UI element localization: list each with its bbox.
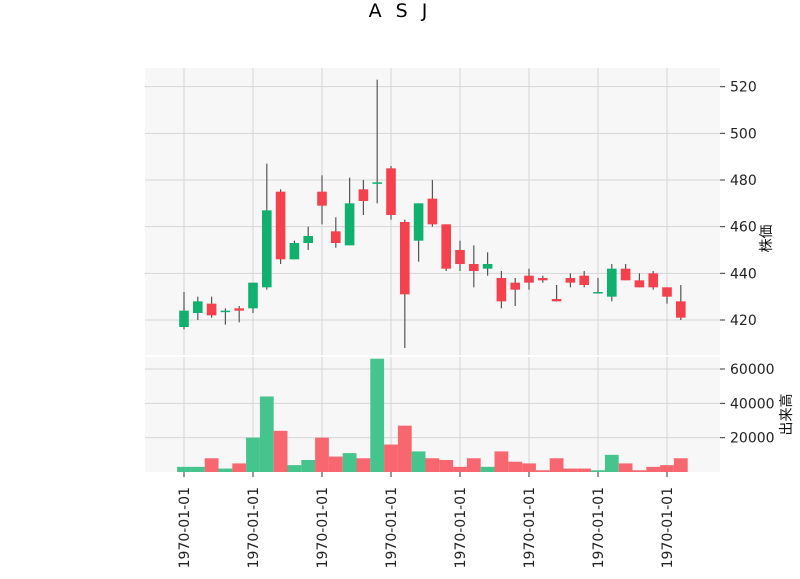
price-tick-label: 520 (730, 80, 757, 96)
candle-body-down (634, 280, 645, 288)
x-tick-label: 1970-01-01 (591, 487, 607, 568)
x-tick-label: 1970-01-01 (246, 487, 262, 568)
volume-bar (577, 468, 592, 472)
x-tick-label: 1970-01-01 (384, 487, 400, 568)
volume-bar (522, 463, 536, 472)
candle-body-down (510, 282, 520, 290)
candle-body-down (676, 301, 686, 318)
candle-body-down (331, 231, 341, 243)
candle-body-down (275, 191, 286, 260)
candle-body-up (248, 282, 258, 309)
candle-body-down (579, 275, 589, 285)
volume-bar (218, 468, 233, 472)
volume-bar (632, 470, 647, 472)
candle-body-up (179, 310, 189, 327)
candle-body-down (455, 250, 465, 264)
volume-bar (604, 454, 619, 472)
volume-bar (315, 437, 329, 472)
candle-body-down (234, 308, 244, 311)
volume-bar (453, 466, 467, 472)
price-tick-label: 460 (730, 220, 757, 236)
candle-body-down (538, 278, 548, 281)
candle-body-up (262, 210, 272, 288)
volume-bar (190, 466, 205, 472)
volume-bar (660, 465, 674, 472)
volume-bar (535, 470, 550, 472)
candle-body-up (220, 310, 231, 313)
volume-bar (177, 466, 191, 472)
volume-bar (342, 453, 357, 472)
candle-body-down (400, 222, 410, 295)
volume-tick-label: 20000 (730, 431, 775, 447)
volume-bar (439, 459, 454, 472)
volume-bar (646, 466, 661, 472)
volume-bar (301, 459, 316, 472)
volume-bar (328, 456, 343, 472)
volume-bar (411, 451, 426, 472)
volume-tick-label: 60000 (730, 362, 775, 378)
price-tick-label: 480 (730, 173, 757, 189)
candle-body-down (648, 273, 658, 288)
volume-bar (563, 468, 578, 472)
volume-bar (673, 458, 688, 472)
volume-bar (425, 458, 440, 472)
candle-body-up (193, 301, 203, 313)
candle-body-up (344, 203, 355, 246)
volume-bar (480, 466, 495, 472)
volume-bar (204, 458, 219, 472)
volume-bar (384, 444, 398, 472)
volume-bar (397, 425, 412, 472)
candle-body-down (524, 275, 534, 283)
volume-bar (549, 458, 564, 472)
volume-bar (494, 451, 509, 472)
volume-bar (370, 358, 385, 472)
volume-bar (246, 437, 260, 472)
candle-body-down (358, 189, 369, 201)
volume-axis-label: 出来高 (778, 394, 795, 436)
price-tick-label: 500 (730, 126, 757, 142)
candle-body-down (565, 278, 576, 283)
candle-body-up (482, 264, 493, 269)
chart-title: A S J (368, 0, 432, 22)
price-tick-label: 440 (730, 266, 757, 282)
volume-bar (618, 463, 633, 472)
volume-bar (591, 470, 605, 472)
candle-body-up (289, 243, 300, 260)
candle-body-up (413, 203, 424, 241)
candle-body-up (593, 292, 603, 294)
candle-body-up (607, 268, 617, 297)
candle-body-up (303, 236, 313, 243)
candle-body-down (427, 198, 438, 225)
candle-body-down (469, 264, 479, 271)
candle-body-down (662, 287, 672, 297)
volume-bar (232, 463, 247, 472)
volume-bar (466, 458, 481, 472)
price-tick-label: 420 (730, 313, 757, 329)
volume-bar (273, 430, 288, 472)
x-tick-label: 1970-01-01 (660, 487, 676, 568)
volume-panel-background (145, 357, 720, 472)
volume-bar (508, 461, 523, 472)
candle-body-down (496, 278, 507, 302)
x-tick-label: 1970-01-01 (453, 487, 469, 568)
candle-body-down (441, 224, 451, 269)
price-axis-label: 株価 (759, 225, 775, 253)
candle-body-down (206, 303, 217, 316)
x-tick-label: 1970-01-01 (522, 487, 538, 568)
volume-bar (287, 465, 302, 472)
volume-tick-label: 40000 (730, 396, 775, 412)
candle-body-down (620, 268, 631, 281)
candle-body-down (317, 191, 327, 206)
x-tick-label: 1970-01-01 (315, 487, 331, 568)
candle-body-down (386, 168, 396, 215)
candle-body-up (372, 182, 382, 184)
x-tick-label: 1970-01-01 (177, 487, 193, 568)
volume-bar (259, 396, 274, 472)
volume-bar (356, 458, 371, 472)
candle-body-down (551, 299, 562, 302)
